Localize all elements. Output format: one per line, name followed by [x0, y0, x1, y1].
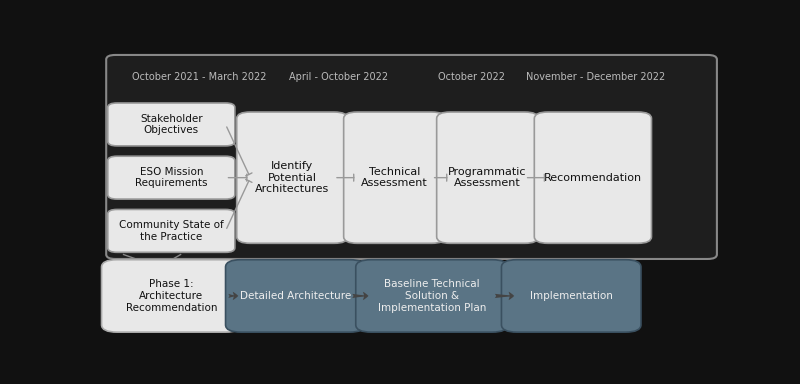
Text: November - December 2022: November - December 2022: [526, 72, 666, 82]
Text: Programmatic
Assessment: Programmatic Assessment: [448, 167, 526, 189]
FancyBboxPatch shape: [226, 260, 365, 332]
FancyBboxPatch shape: [534, 112, 651, 243]
FancyBboxPatch shape: [437, 112, 538, 243]
FancyBboxPatch shape: [502, 260, 641, 332]
Text: Baseline Technical
Solution &
Implementation Plan: Baseline Technical Solution & Implementa…: [378, 279, 486, 313]
Text: Community State of
the Practice: Community State of the Practice: [119, 220, 224, 242]
Text: Detailed Architecture: Detailed Architecture: [240, 291, 351, 301]
Text: Implementation: Implementation: [530, 291, 613, 301]
Text: October 2022: October 2022: [438, 72, 506, 82]
FancyBboxPatch shape: [237, 112, 348, 243]
Text: October 2021 - March 2022: October 2021 - March 2022: [132, 72, 266, 82]
FancyBboxPatch shape: [108, 156, 235, 199]
Text: Recommendation: Recommendation: [544, 173, 642, 183]
Text: Identify
Potential
Architectures: Identify Potential Architectures: [255, 161, 330, 194]
FancyBboxPatch shape: [344, 112, 446, 243]
Text: April - October 2022: April - October 2022: [289, 72, 388, 82]
FancyBboxPatch shape: [108, 103, 235, 146]
Text: Stakeholder
Objectives: Stakeholder Objectives: [140, 114, 202, 135]
Text: ESO Mission
Requirements: ESO Mission Requirements: [135, 167, 207, 189]
Text: Phase 1:
Architecture
Recommendation: Phase 1: Architecture Recommendation: [126, 279, 217, 313]
FancyBboxPatch shape: [102, 260, 241, 332]
Text: Technical
Assessment: Technical Assessment: [361, 167, 428, 189]
FancyBboxPatch shape: [108, 209, 235, 252]
FancyBboxPatch shape: [356, 260, 508, 332]
FancyBboxPatch shape: [106, 55, 717, 259]
